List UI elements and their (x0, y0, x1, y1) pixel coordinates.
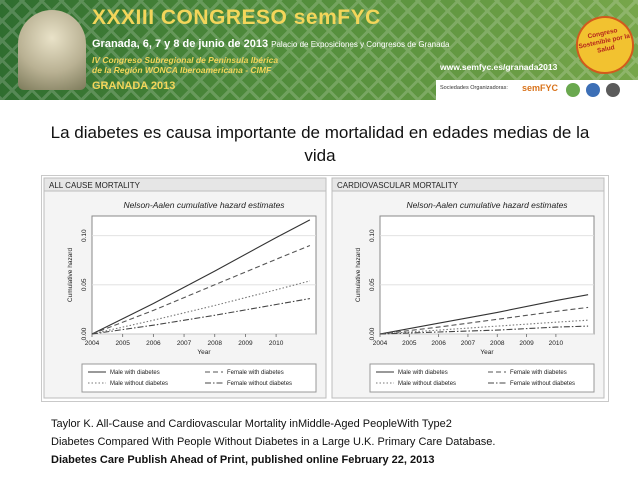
reference-line-2: Diabetes Compared With People Without Di… (51, 436, 496, 448)
chart-title: Nelson-Aalen cumulative hazard estimates (123, 200, 285, 210)
y-tick-label: 0.10 (81, 229, 88, 242)
x-tick-label: 2008 (208, 340, 223, 347)
subtitle-line-1: IV Congreso Subregional de Península Ibé… (92, 55, 279, 65)
congress-dates: Granada, 6, 7 y 8 de junio de 2013 Palac… (92, 38, 449, 50)
x-tick-label: 2006 (431, 340, 446, 347)
x-tick-label: 2009 (238, 340, 253, 347)
y-axis-label: Cumulative hazard (67, 248, 74, 303)
series-line (91, 244, 311, 335)
y-tick-label: 0.05 (369, 278, 376, 291)
y-tick-label: 0.05 (81, 278, 88, 291)
panel-header (331, 177, 605, 192)
sponsors-label: Sociedades Organizadoras: (440, 85, 508, 91)
series-line (91, 219, 311, 335)
congress-title: XXXIII CONGRESO semFYC (92, 6, 381, 29)
x-axis-label: Year (480, 349, 494, 356)
y-axis-label: Cumulative hazard (355, 248, 362, 303)
congress-banner: XXXIII CONGRESO semFYC Granada, 6, 7 y 8… (0, 0, 638, 100)
chart-title: Nelson-Aalen cumulative hazard estimates (406, 200, 568, 210)
sponsor-strip: Sociedades Organizadoras: semFYC (436, 80, 638, 100)
alhambra-emblem-icon (18, 10, 86, 90)
mortality-charts: ALL CAUSE MORTALITY Nelson-Aalen cumulati… (43, 177, 605, 399)
series-line (379, 306, 589, 335)
x-tick-label: 2010 (549, 340, 564, 347)
sponsor-logo-icon (586, 83, 600, 97)
legend-label: Female without diabetes (510, 381, 575, 387)
legend-label: Female with diabetes (227, 370, 284, 376)
subtitle-line-2: de la Región WONCA Iberoamericana - CIMF (92, 65, 272, 75)
x-tick-label: 2007 (177, 340, 192, 347)
legend-label: Male without diabetes (110, 381, 168, 387)
legend-label: Male without diabetes (398, 381, 456, 387)
series-line (379, 294, 589, 335)
series-line (379, 325, 589, 335)
legend-label: Male with diabetes (110, 370, 160, 376)
venue-text: Palacio de Exposiciones y Congresos de G… (271, 40, 450, 49)
y-tick-label: 0.00 (369, 327, 376, 340)
legend-label: Female without diabetes (227, 381, 292, 387)
badge-text: Congreso Sostenible por la Salud (577, 27, 631, 55)
y-tick-label: 0.00 (81, 327, 88, 340)
wonca-logo-icon (606, 83, 620, 97)
x-tick-label: 2007 (461, 340, 476, 347)
y-tick-label: 0.10 (369, 229, 376, 242)
sponsor-logo-icon (566, 83, 580, 97)
reference-line-3: Diabetes Care Publish Ahead of Print, pu… (51, 454, 435, 466)
x-tick-label: 2005 (115, 340, 130, 347)
x-tick-label: 2006 (146, 340, 161, 347)
series-line (91, 298, 310, 335)
reference-line-1: Taylor K. All-Cause and Cardiovascular M… (51, 418, 452, 430)
reference-citation: Taylor K. All-Cause and Cardiovascular M… (51, 415, 611, 469)
x-tick-label: 2009 (519, 340, 534, 347)
x-tick-label: 2004 (85, 340, 100, 347)
x-tick-label: 2008 (490, 340, 505, 347)
panel-label: CARDIOVASCULAR MORTALITY (337, 181, 459, 190)
congress-url: www.semfyc.es/granada2013 (440, 62, 558, 72)
legend-box (369, 363, 595, 393)
slide-title: La diabetes es causa importante de morta… (50, 123, 590, 165)
plot-area (379, 215, 595, 335)
series-line (91, 280, 311, 335)
x-tick-label: 2005 (402, 340, 417, 347)
legend-label: Female with diabetes (510, 370, 567, 376)
legend-box (81, 363, 317, 393)
x-axis-label: Year (197, 349, 211, 356)
x-tick-label: 2004 (373, 340, 388, 347)
mortality-figure: ALL CAUSE MORTALITY Nelson-Aalen cumulati… (41, 175, 609, 402)
dates-text: Granada, 6, 7 y 8 de junio de 2013 (92, 38, 269, 50)
panel-label: ALL CAUSE MORTALITY (49, 181, 141, 190)
semfyc-logo: semFYC (522, 83, 559, 93)
legend-label: Male with diabetes (398, 370, 448, 376)
series-line (379, 319, 589, 335)
x-tick-label: 2010 (269, 340, 284, 347)
panel-header (43, 177, 327, 192)
city-year: GRANADA 2013 (92, 80, 176, 92)
